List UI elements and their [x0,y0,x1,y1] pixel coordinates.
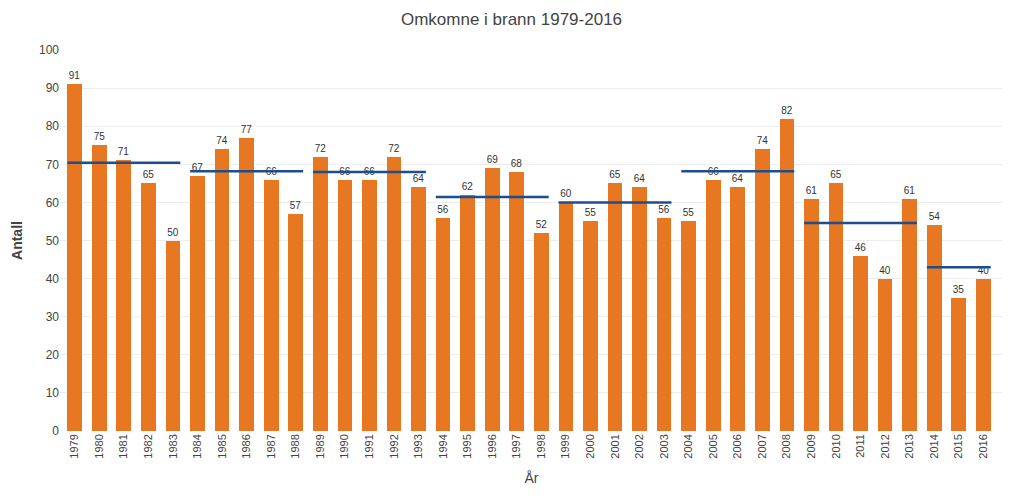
svg-text:82: 82 [781,105,793,116]
svg-text:60: 60 [560,188,572,199]
svg-text:1994: 1994 [437,434,449,458]
svg-text:1980: 1980 [93,434,105,458]
svg-text:74: 74 [216,135,228,146]
svg-text:56: 56 [437,204,449,215]
svg-text:60: 60 [46,196,60,210]
svg-text:2001: 2001 [609,434,621,458]
svg-text:10: 10 [46,386,60,400]
svg-text:50: 50 [167,227,179,238]
svg-text:2014: 2014 [928,434,940,458]
svg-text:2008: 2008 [780,434,792,458]
svg-text:46: 46 [855,242,867,253]
svg-text:Antall: Antall [9,221,25,260]
svg-text:1984: 1984 [191,434,203,458]
svg-text:40: 40 [879,265,891,276]
svg-text:66: 66 [339,166,351,177]
svg-text:61: 61 [904,185,916,196]
svg-text:69: 69 [487,154,499,165]
svg-text:2000: 2000 [584,434,596,458]
svg-text:55: 55 [683,207,695,218]
svg-text:30: 30 [46,310,60,324]
svg-text:66: 66 [708,166,720,177]
svg-text:90: 90 [46,81,60,95]
svg-text:77: 77 [241,124,253,135]
svg-text:2003: 2003 [658,434,670,458]
svg-text:65: 65 [830,169,842,180]
svg-text:2006: 2006 [731,434,743,458]
svg-text:2004: 2004 [682,434,694,458]
svg-text:1991: 1991 [363,434,375,458]
svg-text:2015: 2015 [952,434,964,458]
svg-text:1996: 1996 [486,434,498,458]
svg-text:91: 91 [69,70,81,81]
svg-text:2016: 2016 [977,434,989,458]
svg-text:2005: 2005 [707,434,719,458]
svg-text:66: 66 [364,166,376,177]
svg-text:20: 20 [46,348,60,362]
svg-text:72: 72 [388,143,400,154]
svg-text:1983: 1983 [167,434,179,458]
svg-text:1987: 1987 [265,434,277,458]
svg-text:62: 62 [462,181,474,192]
svg-text:2013: 2013 [903,434,915,458]
svg-text:67: 67 [192,162,204,173]
svg-text:2012: 2012 [879,434,891,458]
svg-text:1988: 1988 [289,434,301,458]
svg-text:1992: 1992 [388,434,400,458]
svg-text:70: 70 [46,158,60,172]
svg-text:56: 56 [658,204,670,215]
svg-text:1995: 1995 [461,434,473,458]
svg-text:2009: 2009 [805,434,817,458]
svg-text:80: 80 [46,119,60,133]
svg-text:40: 40 [46,272,60,286]
svg-text:1979: 1979 [68,434,80,458]
svg-text:54: 54 [929,211,941,222]
svg-text:År: År [525,470,539,486]
svg-text:65: 65 [609,169,621,180]
svg-text:71: 71 [118,146,130,157]
svg-text:2011: 2011 [854,434,866,458]
svg-text:1993: 1993 [412,434,424,458]
svg-text:65: 65 [143,169,155,180]
svg-text:55: 55 [585,207,597,218]
svg-text:50: 50 [46,234,60,248]
svg-text:100: 100 [39,43,59,57]
svg-text:Omkomne i brann 1979-2016: Omkomne i brann 1979-2016 [401,10,622,29]
svg-text:75: 75 [94,131,106,142]
svg-text:35: 35 [953,284,965,295]
svg-text:1999: 1999 [559,434,571,458]
svg-text:52: 52 [536,219,548,230]
svg-text:64: 64 [732,173,744,184]
svg-text:1989: 1989 [314,434,326,458]
svg-text:66: 66 [266,166,278,177]
svg-text:2010: 2010 [830,434,842,458]
svg-text:64: 64 [634,173,646,184]
svg-text:57: 57 [290,200,302,211]
svg-text:1997: 1997 [510,434,522,458]
svg-text:2007: 2007 [756,434,768,458]
svg-text:1985: 1985 [216,434,228,458]
svg-text:2002: 2002 [633,434,645,458]
svg-text:0: 0 [52,424,59,438]
svg-text:1982: 1982 [142,434,154,458]
svg-text:64: 64 [413,173,425,184]
svg-text:1986: 1986 [240,434,252,458]
svg-text:1981: 1981 [117,434,129,458]
svg-text:72: 72 [315,143,327,154]
svg-text:61: 61 [806,185,818,196]
svg-text:1990: 1990 [338,434,350,458]
svg-text:1998: 1998 [535,434,547,458]
svg-text:68: 68 [511,158,523,169]
svg-text:74: 74 [757,135,769,146]
svg-text:40: 40 [978,265,990,276]
